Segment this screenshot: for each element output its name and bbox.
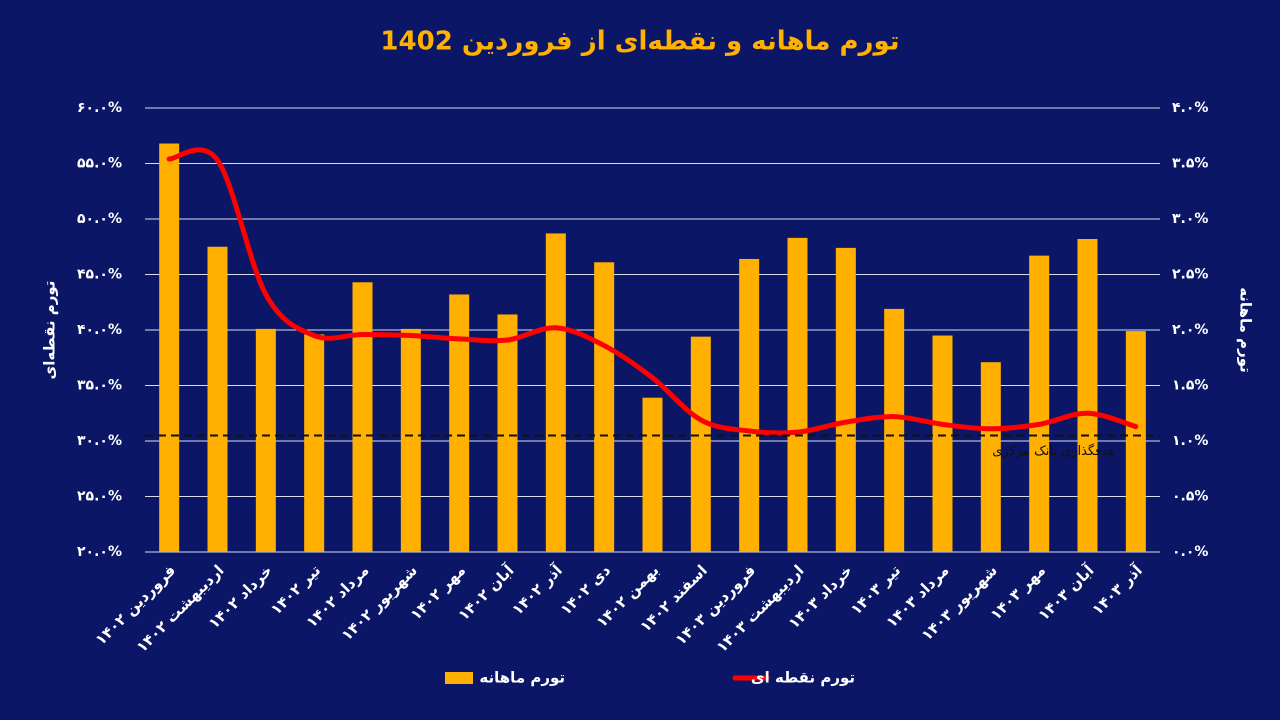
bar bbox=[497, 314, 518, 552]
legend-label: تورم ماهانه bbox=[479, 669, 565, 687]
bar bbox=[1077, 238, 1098, 553]
y2-tick-label: ۱.۰% bbox=[1172, 433, 1208, 449]
bar bbox=[642, 397, 663, 552]
bar bbox=[1029, 255, 1050, 552]
bar bbox=[594, 262, 615, 552]
bar bbox=[159, 143, 180, 552]
bar bbox=[207, 246, 228, 552]
bar bbox=[545, 233, 566, 552]
y-tick-label: ۳۰.۰% bbox=[77, 433, 122, 449]
target-label: هدفگذاری بانک مرکزی bbox=[992, 443, 1115, 459]
y-tick-label: ۴۰.۰% bbox=[77, 322, 122, 338]
y-tick-label: ۲۰.۰% bbox=[77, 544, 122, 560]
y-axis-label: تورم نقطه‌ای bbox=[41, 281, 59, 380]
y2-tick-label: ۲.۵% bbox=[1172, 267, 1208, 283]
bar bbox=[787, 237, 808, 552]
y2-tick-label: ۰.۰% bbox=[1172, 544, 1208, 560]
y-tick-label: ۲۵.۰% bbox=[77, 489, 122, 505]
legend-swatch bbox=[445, 672, 473, 684]
bar bbox=[980, 362, 1001, 552]
legend-label: تورم نقطه ای bbox=[751, 669, 855, 687]
y-tick-label: ۵۵.۰% bbox=[77, 156, 122, 172]
y-tick-label: ۵۰.۰% bbox=[77, 211, 122, 227]
y2-tick-label: ۳.۵% bbox=[1172, 156, 1208, 172]
bar bbox=[884, 308, 905, 552]
bar bbox=[400, 328, 421, 552]
bar bbox=[255, 328, 276, 552]
y-tick-label: ۴۵.۰% bbox=[77, 267, 122, 283]
bar bbox=[1125, 331, 1146, 552]
bar bbox=[449, 294, 470, 552]
bar bbox=[835, 247, 856, 553]
bar bbox=[690, 336, 711, 552]
bar bbox=[352, 282, 373, 552]
y2-tick-label: ۴.۰% bbox=[1172, 100, 1208, 116]
bar bbox=[304, 334, 325, 552]
y-tick-label: ۳۵.۰% bbox=[77, 378, 122, 394]
y-tick-label: ۶۰.۰% bbox=[77, 100, 122, 116]
y2-tick-label: ۲.۰% bbox=[1172, 322, 1208, 338]
y2-tick-label: ۰.۵% bbox=[1172, 489, 1208, 505]
y2-axis-label: تورم ماهانه bbox=[1237, 287, 1255, 373]
chart-title: تورم ماهانه و نقطه‌ای از فروردین 1402 bbox=[380, 27, 899, 57]
y2-tick-label: ۳.۰% bbox=[1172, 211, 1208, 227]
bar bbox=[739, 258, 760, 552]
line bbox=[166, 147, 1139, 436]
bar bbox=[932, 335, 953, 552]
y2-tick-label: ۱.۵% bbox=[1172, 378, 1208, 394]
